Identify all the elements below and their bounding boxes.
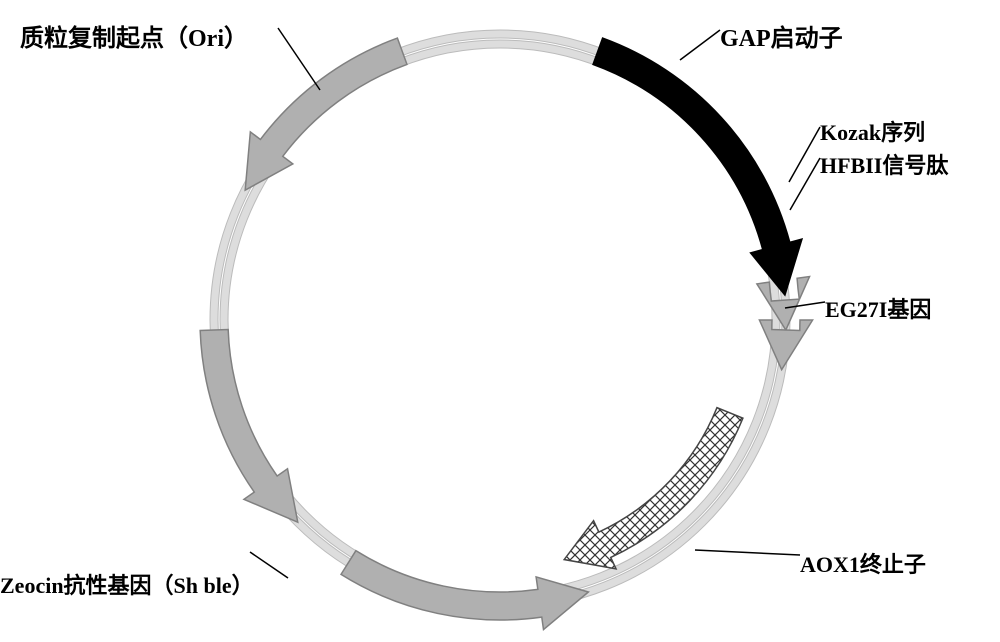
leader-aox1: [695, 550, 800, 555]
leader-gap: [680, 30, 720, 60]
feature-zeocin: [200, 329, 298, 522]
feature-ori: [245, 38, 407, 190]
label-zeocin: Zeocin抗性基因（Sh ble）: [0, 568, 254, 600]
label-ori: 质粒复制起点（Ori）: [20, 18, 248, 53]
label-hfbii: HFBII信号肽: [820, 148, 948, 180]
leader-ori: [278, 28, 320, 90]
label-gap: GAP启动子: [720, 18, 843, 53]
feature-gap: [593, 38, 802, 295]
leader-kozak: [789, 127, 820, 182]
leader-hfbii: [790, 158, 820, 210]
leader-zeocin: [250, 552, 288, 578]
label-eg27i: EG27I基因: [825, 292, 931, 324]
label-kozak: Kozak序列: [820, 115, 925, 147]
feature-aox1: [341, 551, 588, 630]
label-aox1: AOX1终止子: [800, 547, 926, 579]
